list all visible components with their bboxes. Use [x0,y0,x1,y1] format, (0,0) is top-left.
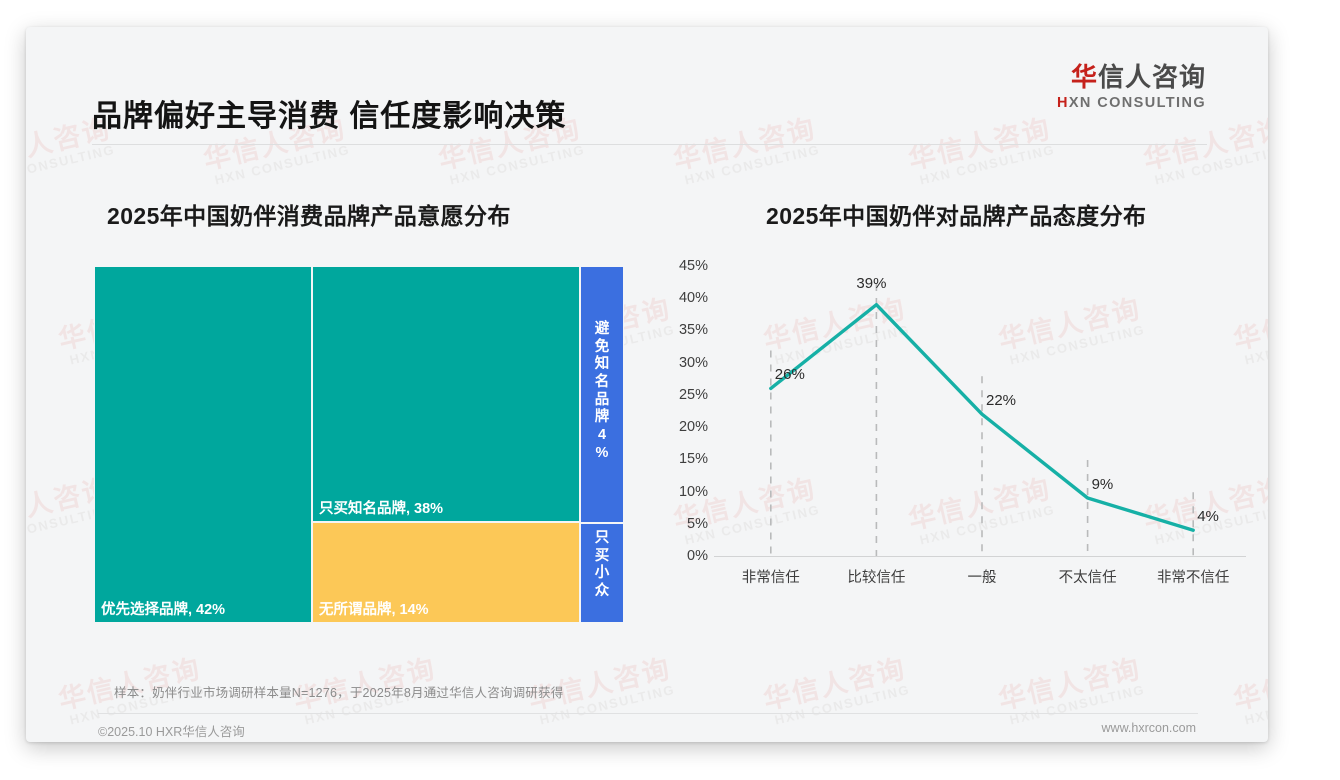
page-title: 品牌偏好主导消费 信任度影响决策 [92,100,567,133]
data-point-label: 26% [774,366,805,384]
watermark-english: HXN CONSULTING [1243,322,1268,368]
y-axis-tick-label: 0% [687,548,708,564]
treemap-cell-label: 只买知名品牌, 38% [319,501,444,518]
y-axis-tick-label: 25% [678,386,708,403]
x-axis-tick-label: 不太信任 [1058,570,1117,586]
watermark-english: HXN CONSULTING [683,142,822,188]
right-chart-title: 2025年中国奶伴对品牌产品态度分布 [766,203,1147,229]
y-axis-labels: 0% 5% 10% 15% 20% 25% 30% 35% 40% 45% [660,259,708,563]
y-axis-tick-label: 10% [678,483,708,500]
watermark-chinese: 华信人咨询 [760,653,909,716]
left-chart-title: 2025年中国奶伴消费品牌产品意愿分布 [107,203,511,229]
line-chart-svg [769,284,1195,556]
y-axis-tick-label: 40% [678,290,708,307]
company-logo: 华信人咨询 HXN CONSULTING [1057,62,1206,112]
logo-chinese-rest: 信人咨询 [1097,62,1206,92]
data-series-line [769,302,1195,532]
treemap-cell-label: 优先选择品牌, 42% [101,602,226,619]
watermark-chinese: 华信人咨询 [1230,653,1268,716]
y-axis-tick-label: 45% [678,258,708,274]
treemap-cell[interactable]: 无所谓品牌, 14% [312,522,580,623]
logo-english-rest: XN CONSULTING [1068,94,1206,111]
y-axis-tick-label: 5% [687,515,708,532]
watermark-english: HXN CONSULTING [1153,142,1268,188]
x-axis-tick-label: 比较信任 [847,570,906,586]
treemap-cell[interactable]: 优先选择品牌, 42% [94,266,312,623]
logo-english-accent: H [1056,94,1069,111]
y-axis-tick-label: 15% [678,451,708,468]
watermark-english: HXN CONSULTING [773,682,912,728]
data-point-label: 9% [1091,476,1114,493]
watermark-chinese: 华信人咨询 [995,653,1144,716]
treemap-cell[interactable]: 只买小众 [580,523,624,623]
y-axis-tick-label: 35% [678,322,708,339]
watermark-english: HXN CONSULTING [1243,682,1268,728]
x-axis-line [714,556,1246,557]
treemap-cell[interactable]: 避免知名品牌 4 % [580,266,624,523]
x-axis-tick-label: 非常信任 [741,570,800,586]
footer-copyright: ©2025.10 HXR华信人咨询 [98,725,245,739]
logo-english: HXN CONSULTING [1057,95,1206,112]
watermark-english: HXN CONSULTING [26,142,117,188]
data-point-label: 22% [986,392,1017,410]
x-axis-tick-label: 一般 [967,570,997,586]
y-axis-tick-label: 30% [678,354,708,371]
x-axis-tick-label: 非常不信任 [1156,570,1230,586]
x-axis-labels: 非常信任 比较信任 一般 不太信任 非常不信任 [718,566,1246,596]
footer-divider [98,713,1198,714]
treemap-cell[interactable]: 只买知名品牌, 38% [312,266,580,522]
footer-website: www.hxrcon.com [1101,721,1196,735]
treemap-chart: 优先选择品牌, 42% 只买知名品牌, 38% 无所谓品牌, 14% 避免知名品牌 4… [94,266,624,623]
y-axis-tick-label: 20% [678,419,708,436]
sample-footnote: 样本：奶伴行业市场调研样本量N=1276，于2025年8月通过华信人咨询调研获得 [114,686,564,700]
treemap-cell-label: 避免知名品牌 4 % [594,321,610,461]
data-point-label: 39% [856,274,887,292]
data-point-label: 4% [1197,508,1219,526]
logo-chinese-accent: 华 [1070,62,1098,92]
watermark-english: HXN CONSULTING [918,142,1057,188]
slide-header: 品牌偏好主导消费 信任度影响决策 华信人咨询 HXN CONSULTING [26,27,1268,145]
treemap-cell-label: 只买小众 [594,530,610,600]
watermark-english: HXN CONSULTING [448,142,587,188]
logo-chinese: 华信人咨询 [1057,62,1206,93]
line-chart: 0% 5% 10% 15% 20% 25% 30% 35% 40% 45% 26% 39% 22% 9%… [646,259,1246,623]
watermark-english: HXN CONSULTING [213,142,352,188]
plot-area: 26% 39% 22% 9% 4% [718,266,1246,556]
header-divider [92,144,1207,145]
treemap-cell-label: 无所谓品牌, 14% [319,602,429,619]
